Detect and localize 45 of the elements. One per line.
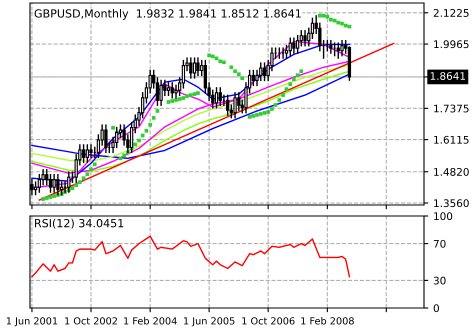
x-tick-label: 1 Oct 2002 bbox=[65, 317, 117, 325]
candlestick bbox=[170, 82, 174, 98]
candlestick bbox=[262, 62, 266, 82]
y-tick-label: 1.9965 bbox=[434, 40, 469, 48]
y-tick-label: 2.1225 bbox=[434, 9, 469, 17]
candlestick bbox=[226, 94, 230, 116]
candlestick bbox=[196, 57, 200, 76]
candlestick bbox=[237, 92, 240, 111]
y-tick-label: 70 bbox=[434, 240, 446, 248]
x-tick-label: 1 Oct 2006 bbox=[242, 317, 295, 325]
candlestick bbox=[166, 82, 170, 96]
candlestick bbox=[303, 30, 307, 46]
x-tick-label: 1 Feb 2004 bbox=[124, 317, 177, 325]
candlestick bbox=[214, 87, 218, 108]
candlestick bbox=[252, 70, 256, 86]
x-tick-label: 1 Jun 2005 bbox=[184, 317, 234, 326]
candlestick bbox=[159, 80, 163, 106]
chart-title: RSI(12) 34.0451 bbox=[35, 218, 124, 229]
candlestick bbox=[86, 144, 90, 164]
y-tick-label: 0 bbox=[434, 304, 439, 312]
x-tick-label: 1 Jun 2001 bbox=[6, 317, 58, 326]
x-tick-label: 1 Feb 2008 bbox=[301, 317, 354, 325]
y-tick-label: 1.7375 bbox=[434, 104, 469, 112]
candlestick bbox=[336, 42, 340, 59]
y-tick-label: 1.8641 bbox=[430, 72, 466, 80]
line-series bbox=[31, 236, 350, 278]
candlestick bbox=[340, 40, 344, 56]
y-tick-label: 1.3560 bbox=[434, 199, 469, 208]
y-tick-label: 1.4820 bbox=[434, 168, 469, 176]
y-tick-label: 1.6115 bbox=[434, 136, 469, 144]
text: GBPUSD,Monthly 1.9832 1.9841 1.8512 1.8641 bbox=[34, 9, 301, 20]
candlestick bbox=[233, 92, 237, 118]
candlestick bbox=[56, 174, 60, 196]
y-tick-label: 100 bbox=[434, 212, 452, 220]
candlestick bbox=[329, 40, 333, 54]
candlestick bbox=[288, 38, 292, 56]
candlestick bbox=[89, 144, 93, 158]
candlestick bbox=[104, 124, 108, 154]
candlestick bbox=[82, 144, 86, 164]
candlestick bbox=[192, 57, 196, 79]
candlestick bbox=[218, 87, 222, 106]
candlestick bbox=[52, 174, 56, 193]
candlestick bbox=[292, 38, 296, 54]
y-tick-label: 30 bbox=[434, 276, 446, 285]
candlestick bbox=[189, 57, 192, 79]
